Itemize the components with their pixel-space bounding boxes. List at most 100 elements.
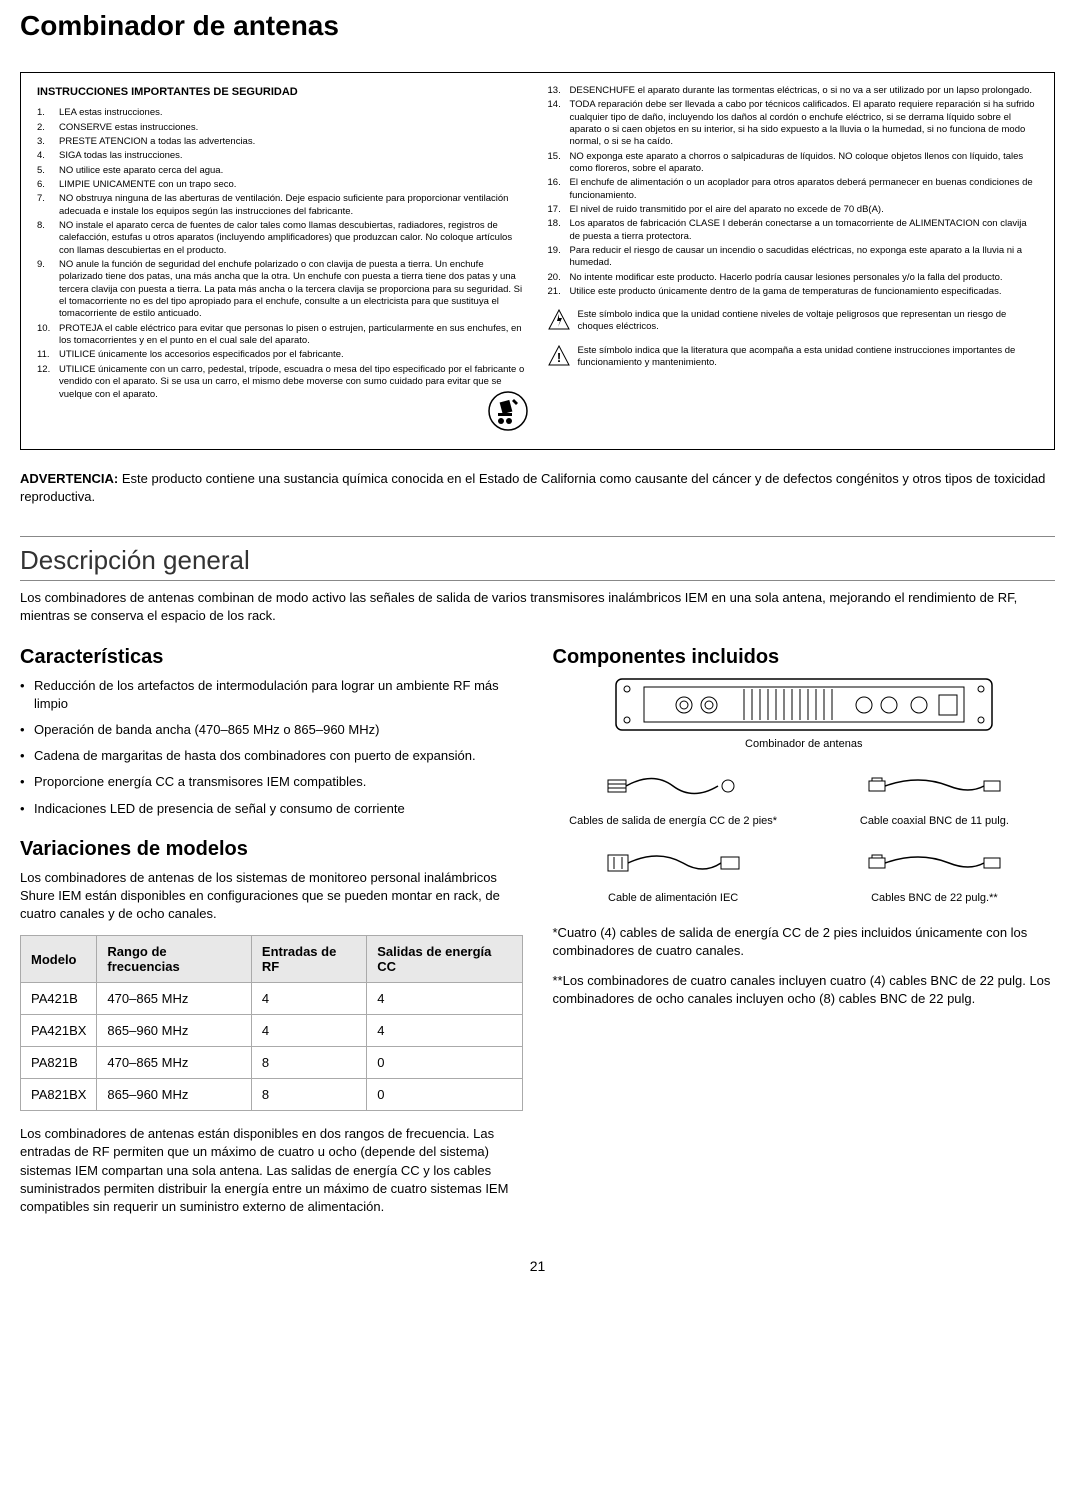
components-grid: Combinador de antenas Cables de salida d…	[553, 677, 1056, 904]
feature-item: Indicaciones LED de presencia de señal y…	[20, 800, 523, 818]
left-column: Características Reducción de los artefac…	[20, 646, 523, 1229]
page-title: Combinador de antenas	[20, 10, 1055, 42]
components-title: Componentes incluidos	[553, 646, 1056, 669]
safety-item: 16.El enchufe de alimentación o un acopl…	[548, 177, 1039, 202]
safety-item: 12.UTILICE únicamente con un carro, pede…	[37, 364, 528, 435]
feature-item: Proporcione energía CC a transmisores IE…	[20, 773, 523, 791]
model-table: ModeloRango de frecuenciasEntradas de RF…	[20, 935, 523, 1111]
table-cell: 0	[367, 1047, 522, 1079]
component-label: Cable de alimentación IEC	[553, 892, 794, 904]
cart-tip-icon	[488, 391, 528, 435]
divider	[20, 580, 1055, 581]
table-cell: 0	[367, 1079, 522, 1111]
safety-item: 15.NO exponga este aparato a chorros o s…	[548, 151, 1039, 176]
safety-item: 18.Los aparatos de fabricación CLASE I d…	[548, 218, 1039, 243]
safety-list-right: 13.DESENCHUFE el aparato durante las tor…	[548, 85, 1039, 299]
variations-outro: Los combinadores de antenas están dispon…	[20, 1125, 523, 1216]
safety-item: 11.UTILICE únicamente los accesorios esp…	[37, 349, 528, 361]
safety-right-column: 13.DESENCHUFE el aparato durante las tor…	[548, 85, 1039, 437]
component-iec-cable: Cable de alimentación IEC	[553, 843, 794, 904]
table-row: PA421B470–865 MHz44	[21, 983, 523, 1015]
table-body: PA421B470–865 MHz44PA421BX865–960 MHz44P…	[21, 983, 523, 1111]
table-cell: 8	[251, 1079, 366, 1111]
overview-intro: Los combinadores de antenas combinan de …	[20, 589, 1055, 625]
warning-label: ADVERTENCIA:	[20, 471, 118, 486]
safety-item: 9.NO anule la función de seguridad del e…	[37, 259, 528, 321]
component-bnc-22: Cables BNC de 22 pulg.**	[814, 843, 1055, 904]
table-cell: 4	[367, 983, 522, 1015]
table-cell: 865–960 MHz	[97, 1015, 251, 1047]
component-main-device: Combinador de antenas	[553, 677, 1056, 750]
table-header: Salidas de energía CC	[367, 936, 522, 983]
voltage-warning-icon	[548, 309, 570, 335]
table-cell: PA421BX	[21, 1015, 97, 1047]
safety-left-column: INSTRUCCIONES IMPORTANTES DE SEGURIDAD 1…	[37, 85, 528, 437]
safety-item: 19.Para reducir el riesgo de causar un i…	[548, 245, 1039, 270]
component-main-label: Combinador de antenas	[553, 738, 1056, 750]
safety-list-left: 1.LEA estas instrucciones. 2.CONSERVE est…	[37, 107, 528, 435]
component-label: Cables de salida de energía CC de 2 pies…	[553, 815, 794, 827]
table-header: Modelo	[21, 936, 97, 983]
component-label: Cables BNC de 22 pulg.**	[814, 892, 1055, 904]
overview-title: Descripción general	[20, 545, 1055, 576]
dc-cable-icon	[603, 766, 743, 806]
safety-item: 17.El nivel de ruido transmitido por el …	[548, 204, 1039, 216]
table-cell: 4	[367, 1015, 522, 1047]
safety-item: 4.SIGA todas las instrucciones.	[37, 150, 528, 162]
table-cell: 470–865 MHz	[97, 1047, 251, 1079]
feature-item: Cadena de margaritas de hasta dos combin…	[20, 747, 523, 765]
table-cell: 865–960 MHz	[97, 1079, 251, 1111]
component-row-2: Cable de alimentación IEC Cables BNC de …	[553, 843, 1056, 904]
manual-warning-icon: !	[548, 345, 570, 371]
table-cell: 470–865 MHz	[97, 983, 251, 1015]
safety-item: 2.CONSERVE estas instrucciones.	[37, 122, 528, 134]
table-row: PA821BX865–960 MHz80	[21, 1079, 523, 1111]
safety-item: 8.NO instale el aparato cerca de fuentes…	[37, 220, 528, 257]
table-cell: PA421B	[21, 983, 97, 1015]
warning-paragraph: ADVERTENCIA: Este producto contiene una …	[20, 470, 1055, 506]
safety-item: 14.TODA reparación debe ser llevada a ca…	[548, 99, 1039, 148]
safety-item: 10.PROTEJA el cable eléctrico para evita…	[37, 323, 528, 348]
feature-item: Operación de banda ancha (470–865 MHz o …	[20, 721, 523, 739]
components-note1: *Cuatro (4) cables de salida de energía …	[553, 924, 1056, 960]
table-cell: 8	[251, 1047, 366, 1079]
variations-intro: Los combinadores de antenas de los siste…	[20, 869, 523, 924]
page-number: 21	[20, 1258, 1055, 1274]
safety-item: 1.LEA estas instrucciones.	[37, 107, 528, 119]
antenna-combiner-icon	[614, 677, 994, 732]
features-title: Características	[20, 646, 523, 669]
table-cell: PA821B	[21, 1047, 97, 1079]
table-header-row: ModeloRango de frecuenciasEntradas de RF…	[21, 936, 523, 983]
divider	[20, 536, 1055, 537]
feature-item: Reducción de los artefactos de intermodu…	[20, 677, 523, 713]
symbol-voltage-row: Este símbolo indica que la unidad contie…	[548, 309, 1039, 335]
safety-item: 6.LIMPIE UNICAMENTE con un trapo seco.	[37, 179, 528, 191]
component-label: Cable coaxial BNC de 11 pulg.	[814, 815, 1055, 827]
table-cell: 4	[251, 1015, 366, 1047]
safety-item: 13.DESENCHUFE el aparato durante las tor…	[548, 85, 1039, 97]
svg-text:!: !	[556, 350, 560, 365]
components-note2: **Los combinadores de cuatro canales inc…	[553, 972, 1056, 1008]
table-cell: PA821BX	[21, 1079, 97, 1111]
bnc-22-icon	[864, 843, 1004, 883]
symbol-manual-row: ! Este símbolo indica que la literatura …	[548, 345, 1039, 371]
table-header: Rango de frecuencias	[97, 936, 251, 983]
safety-item: 3.PRESTE ATENCION a todas las advertenci…	[37, 136, 528, 148]
warning-body: Este producto contiene una sustancia quí…	[20, 471, 1045, 504]
right-column: Componentes incluidos Combinador de ante…	[553, 646, 1056, 1229]
table-row: PA421BX865–960 MHz44	[21, 1015, 523, 1047]
safety-instructions-box: INSTRUCCIONES IMPORTANTES DE SEGURIDAD 1…	[20, 72, 1055, 450]
two-column-layout: Características Reducción de los artefac…	[20, 646, 1055, 1229]
symbol-manual-text: Este símbolo indica que la literatura qu…	[578, 345, 1039, 370]
safety-item: 5.NO utilice este aparato cerca del agua…	[37, 165, 528, 177]
symbol-voltage-text: Este símbolo indica que la unidad contie…	[578, 309, 1039, 334]
safety-item: 7.NO obstruya ninguna de las aberturas d…	[37, 193, 528, 218]
table-header: Entradas de RF	[251, 936, 366, 983]
table-row: PA821B470–865 MHz80	[21, 1047, 523, 1079]
iec-cable-icon	[603, 843, 743, 883]
component-row-1: Cables de salida de energía CC de 2 pies…	[553, 766, 1056, 827]
features-list: Reducción de los artefactos de intermodu…	[20, 677, 523, 818]
table-cell: 4	[251, 983, 366, 1015]
component-dc-cable: Cables de salida de energía CC de 2 pies…	[553, 766, 794, 827]
safety-item: 21.Utilice este producto únicamente dent…	[548, 286, 1039, 298]
